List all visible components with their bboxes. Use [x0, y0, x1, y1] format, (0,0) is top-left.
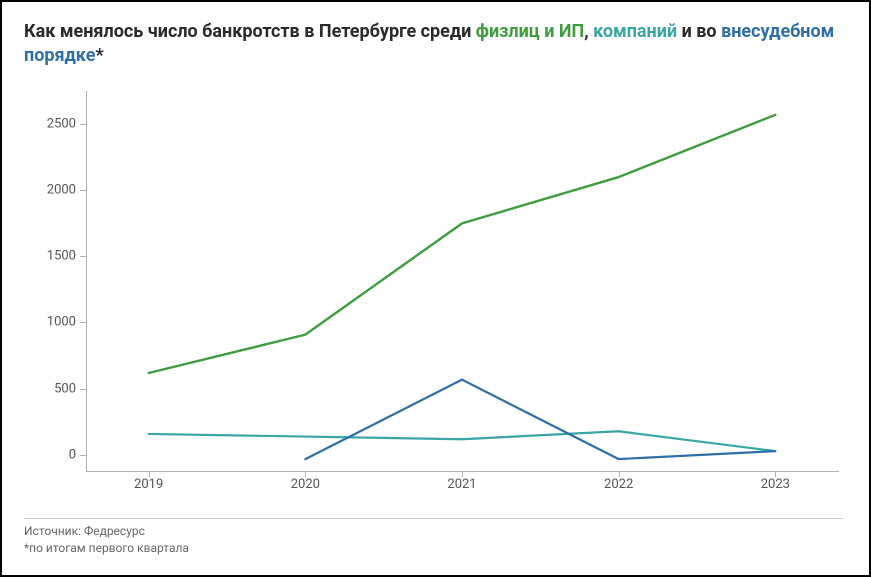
- footer-source: Источник: Федресурс: [24, 523, 844, 540]
- series-companies: [149, 431, 776, 451]
- chart-footer: Источник: Федресурс *по итогам первого к…: [24, 518, 844, 557]
- series-out_of_court: [305, 379, 775, 458]
- chart-card: Как менялось число банкротств в Петербур…: [0, 0, 871, 577]
- title-seg-companies: компаний: [593, 21, 677, 42]
- footer-note: *по итогам первого квартала: [24, 540, 844, 557]
- series-individuals: [149, 114, 776, 372]
- title-prefix: Как менялось число банкротств в Петербур…: [24, 21, 476, 42]
- chart-area: 0500100015002000250020192020202120222023: [24, 79, 844, 509]
- title-sep1: ,: [584, 21, 593, 42]
- title-seg-individuals: физлиц и ИП: [476, 21, 584, 42]
- lines-svg: [24, 79, 848, 481]
- title-suffix: *: [96, 45, 104, 66]
- chart-title: Как менялось число банкротств в Петербур…: [24, 20, 847, 69]
- title-sep2: и во: [677, 21, 721, 42]
